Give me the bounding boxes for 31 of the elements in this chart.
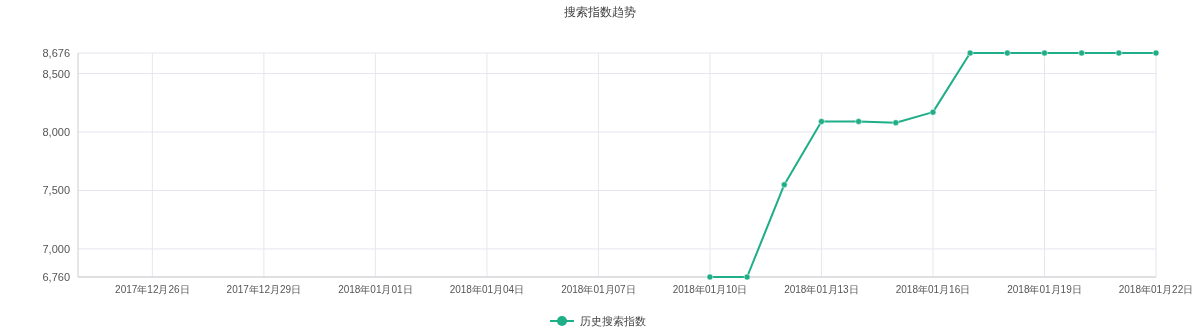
y-tick-label: 7,500	[42, 184, 70, 197]
point	[818, 118, 825, 125]
x-tick-label: 2018年01月13日	[784, 284, 859, 295]
chart-title: 搜索指数趋势	[564, 5, 636, 19]
point	[1115, 49, 1123, 57]
point	[1004, 49, 1011, 57]
x-tick-label: 2018年01月16日	[895, 284, 971, 295]
x-tick-label: 2018年01月04日	[449, 284, 525, 295]
point	[781, 181, 788, 188]
x-tick-label: 2017年12月26日	[115, 284, 190, 295]
point	[1152, 49, 1160, 57]
point	[743, 273, 751, 281]
legend-label: 历史搜索指数	[580, 315, 646, 327]
y-tick-label: 7,000	[42, 242, 70, 255]
point	[855, 118, 862, 125]
y-tick-label: 8,500	[42, 67, 70, 80]
point	[1078, 49, 1085, 57]
x-tick-label: 2017年12月29日	[226, 284, 302, 295]
y-tick-label: 6,760	[42, 271, 70, 283]
x-tick-label: 2018年01月22日	[1118, 284, 1194, 295]
point	[966, 49, 974, 57]
point	[1041, 49, 1048, 57]
x-tick-label: 2018年01月07日	[561, 284, 636, 295]
y-tick-label: 8,000	[42, 126, 70, 139]
x-tick-label: 2018年01月01日	[338, 284, 413, 295]
x-tick-label: 2018年01月10日	[672, 284, 748, 295]
point	[929, 108, 937, 116]
point	[706, 273, 714, 281]
x-tick-label: 2018年01月19日	[1007, 284, 1082, 295]
point	[892, 119, 900, 126]
y-tick-label: 8,676	[42, 47, 70, 59]
